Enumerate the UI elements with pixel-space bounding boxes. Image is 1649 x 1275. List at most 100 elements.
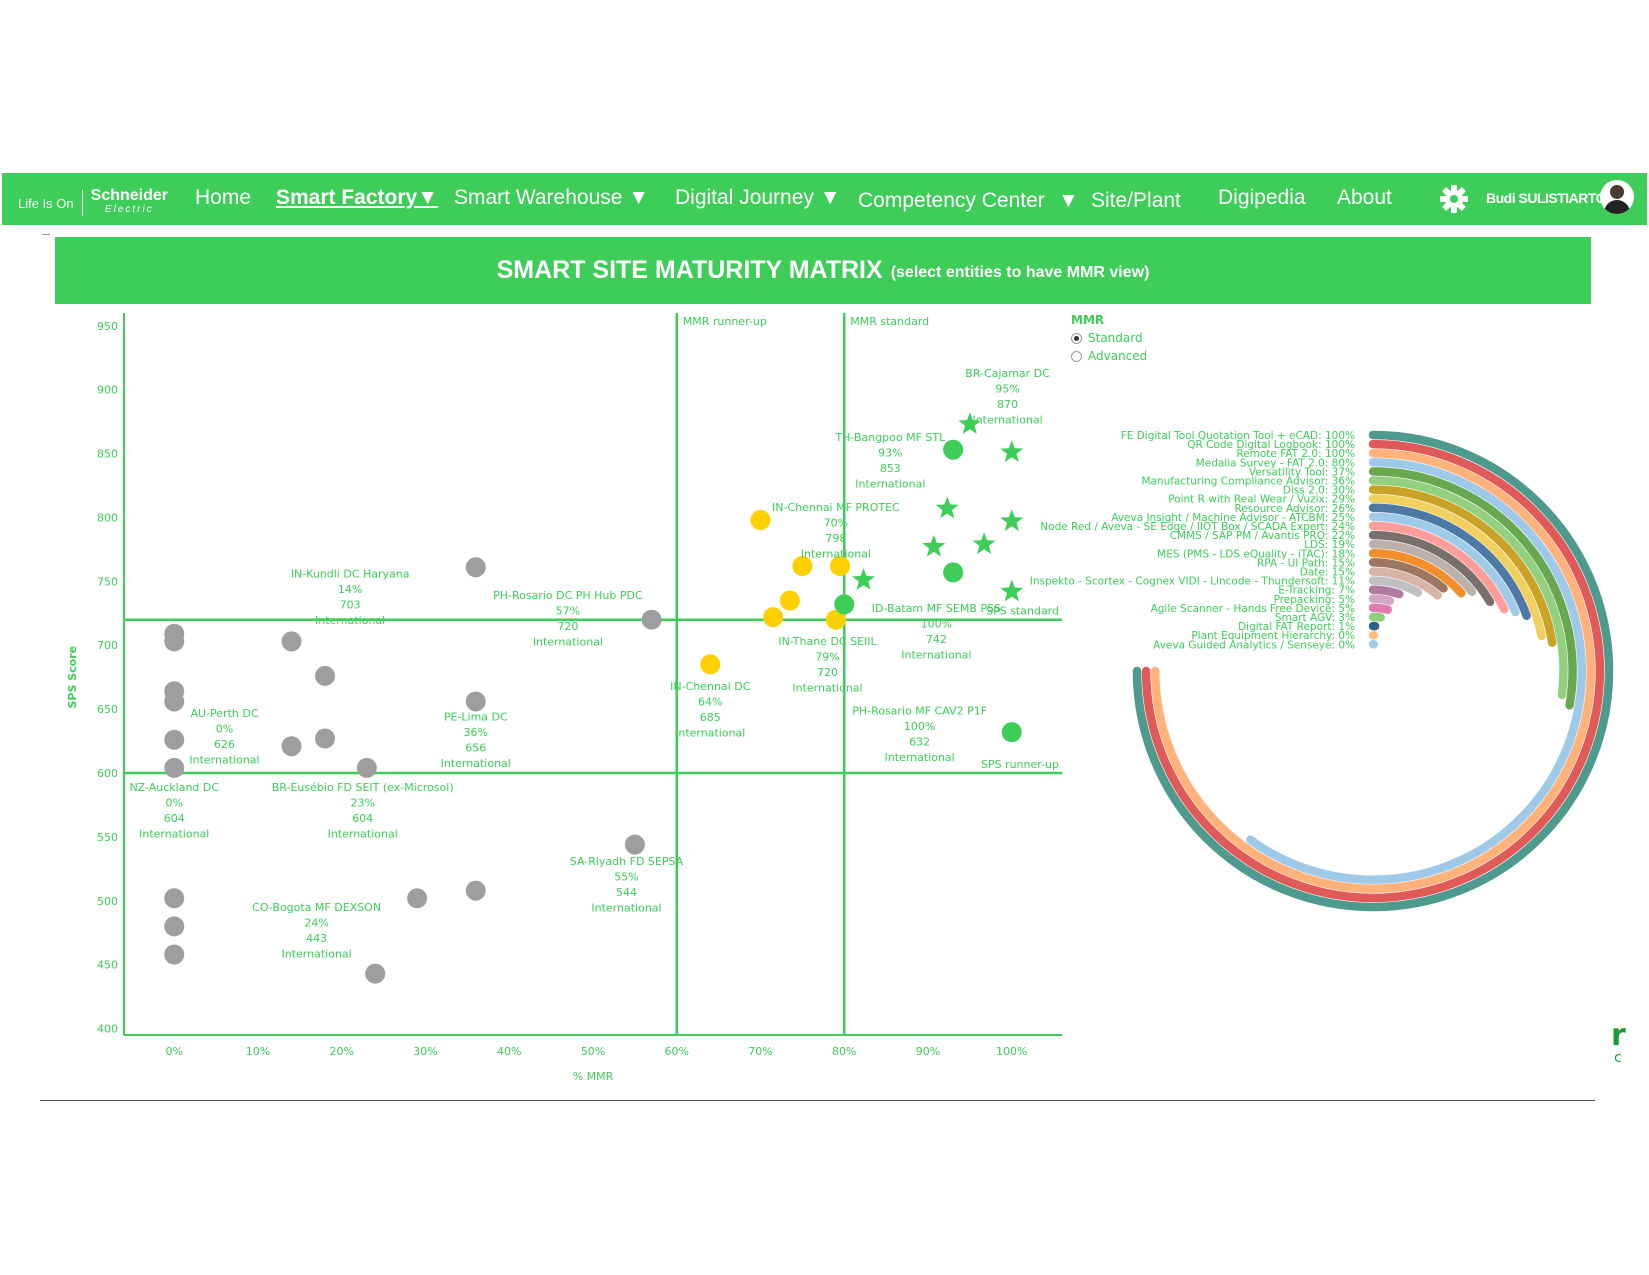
mmr-filter-title: MMR [1071, 313, 1105, 327]
nav-smart-warehouse[interactable]: Smart Warehouse ▼ [454, 186, 650, 209]
point-marker [164, 631, 185, 652]
nav-site-plant[interactable]: Site/Plant [1091, 189, 1181, 212]
annotation-line: ID-Batam MF SEMB PSS [872, 602, 1001, 615]
point-marker [1001, 722, 1022, 743]
point-marker [281, 631, 302, 652]
radial-bar [1368, 521, 1509, 614]
point-marker [750, 510, 771, 531]
annotation-line: 23% [350, 796, 374, 809]
point-annotation: IN-Thane DC SEIIL 79% 720 International [778, 635, 877, 695]
annotation-line: International [282, 948, 352, 961]
point-annotation: IN-Chennai DC 64% 685 International [670, 680, 751, 740]
radial-bar-label: Diss 2.0: 30% [1283, 485, 1355, 497]
y-tick-label: 850 [97, 448, 118, 461]
divider [42, 234, 50, 235]
radial-bar-label: Node Red / Aveva - SE Edge / IIOT Box / … [1040, 521, 1355, 533]
radial-bar [1368, 494, 1546, 641]
annotation-line: 720 [557, 620, 578, 633]
radial-bar-label: Smart AGV: 3% [1275, 612, 1355, 624]
radio-standard[interactable] [1071, 332, 1082, 344]
annotation-line: PE-Lima DC [444, 711, 508, 724]
y-tick-label: 700 [97, 639, 118, 652]
point-marker [356, 757, 377, 778]
nav-digipedia[interactable]: Digipedia [1218, 186, 1306, 209]
point-marker [164, 729, 185, 750]
x-axis-label: % MMR [573, 1070, 614, 1083]
point-annotation: BR-Cajamar DC 95% 870 International [965, 367, 1050, 427]
x-tick-label: 50% [581, 1045, 605, 1058]
nav-competency-center-caret[interactable]: ▼ [1058, 189, 1079, 212]
x-tick-label: 100% [996, 1045, 1027, 1058]
star-marker [1000, 440, 1024, 462]
brand-tagline: Life Is On [18, 195, 74, 211]
x-tick-label: 20% [330, 1045, 354, 1058]
star-marker [1000, 509, 1024, 531]
point-marker [281, 736, 302, 757]
point-marker [779, 590, 800, 611]
y-tick-label: 800 [97, 511, 118, 524]
annotation-line: IN-Chennai MF PROTEC [772, 501, 900, 514]
radial-bar [1141, 439, 1605, 903]
radial-bar-label: FE Digital Tool Quotation Tool + eCAD: 1… [1121, 430, 1355, 442]
annotation-line: 95% [995, 382, 1019, 395]
point-marker [792, 556, 813, 577]
y-tick-label: 500 [97, 895, 118, 908]
user-name[interactable]: Budi SULISTIARTO [1486, 190, 1607, 206]
annotation-line: TH-Bangpoo MF STL [834, 431, 946, 444]
point-marker [834, 594, 855, 615]
annotation-line: 36% [464, 726, 488, 739]
page-title-banner: SMART SITE MATURITY MATRIX (select entit… [55, 237, 1591, 304]
nav-about[interactable]: About [1337, 186, 1392, 209]
radial-bar-label: Remote FAT 2.0: 100% [1236, 448, 1355, 460]
radial-bar [1368, 567, 1442, 600]
point-marker [830, 556, 851, 577]
annotation-line: 0% [216, 722, 233, 735]
mmr-option-standard[interactable]: Standard [1071, 331, 1147, 345]
annotation-line: International [792, 682, 862, 695]
annotation-line: 443 [306, 932, 327, 945]
maturity-scatter-plot[interactable]: 400 450 500 550 600 650 700 750 800 850 900 950 0% 10… [66, 313, 1062, 1083]
point-marker [164, 944, 185, 965]
y-tick-label: 450 [97, 959, 118, 972]
mmr-option-advanced[interactable]: Advanced [1071, 349, 1147, 363]
radial-bar-label: Date: 15% [1300, 567, 1355, 579]
point-marker [825, 609, 846, 630]
radial-bar-label: Aveva Guided Analytics / Senseye: 0% [1153, 639, 1355, 651]
radial-bar-chart[interactable]: FE Digital Tool Quotation Tool + eCAD: 1… [1030, 430, 1614, 912]
x-tick-label: 80% [832, 1045, 856, 1058]
nav-smart-factory[interactable]: Smart Factory▼ [276, 186, 439, 209]
corner-glyph-small: c [1614, 1050, 1622, 1066]
x-tick-label: 10% [246, 1045, 270, 1058]
annotation-line: 93% [878, 446, 902, 459]
radial-bar [1368, 594, 1395, 606]
reference-line-label: SPS runner-up [981, 758, 1059, 771]
annotation-line: International [533, 636, 603, 649]
annotation-line: 0% [166, 796, 183, 809]
annotation-line: 656 [465, 742, 486, 755]
nav-home[interactable]: Home [195, 186, 252, 209]
radial-bar-label: LDS: 19% [1304, 539, 1355, 551]
brand-name-text: Schneider [90, 187, 168, 204]
reference-line-label: SPS standard [986, 605, 1059, 618]
annotation-line: 604 [164, 812, 185, 825]
annotation-line: NZ-Auckland DC [129, 781, 219, 794]
radio-advanced[interactable] [1071, 350, 1082, 362]
radial-bar-label: Agile Scanner - Hands Free Device: 5% [1151, 603, 1355, 615]
annotation-line: PH-Rosario DC PH Hub PDC [493, 589, 643, 602]
annotation-line: International [441, 757, 511, 770]
radial-bar-label: QR Code Digital Logbook: 100% [1187, 439, 1355, 451]
annotation-line: IN-Chennai DC [670, 680, 751, 693]
radial-bar [1368, 549, 1466, 598]
gear-icon[interactable] [1439, 184, 1469, 214]
nav-digital-journey[interactable]: Digital Journey ▼ [675, 186, 841, 209]
point-marker [641, 609, 662, 630]
radial-bar [1368, 512, 1520, 617]
point-marker [465, 557, 486, 578]
avatar[interactable] [1600, 180, 1634, 214]
annotation-line: PH-Rosario MF CAV2 P1F [852, 704, 987, 717]
brand-logo[interactable]: Life Is On Schneider Electric [18, 187, 168, 217]
nav-competency-center[interactable]: Competency Center [858, 189, 1045, 212]
annotation-line: AU-Perth DC [190, 707, 258, 720]
point-marker [700, 654, 721, 675]
